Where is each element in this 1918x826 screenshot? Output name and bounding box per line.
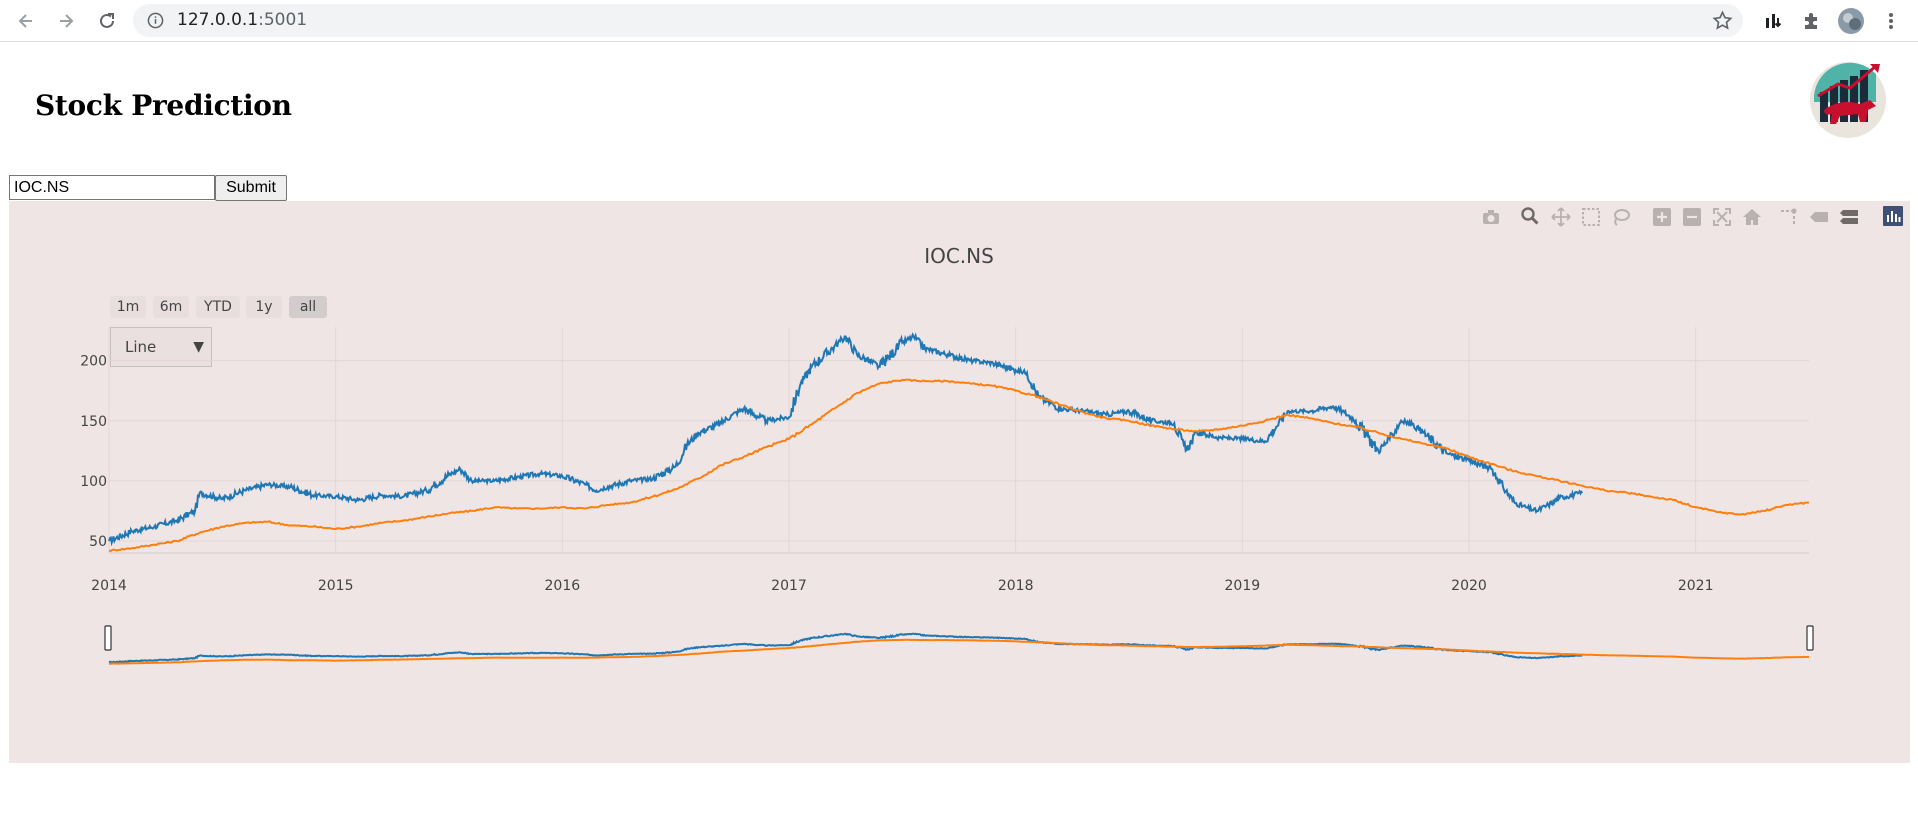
spike-lines-icon[interactable] xyxy=(1779,207,1799,227)
range-button-1y[interactable]: 1y xyxy=(246,296,282,318)
reset-axes-icon[interactable] xyxy=(1742,207,1762,227)
box-select-icon[interactable] xyxy=(1581,207,1601,227)
range-slider-right-handle[interactable] xyxy=(1806,625,1814,651)
x-tick-label: 2014 xyxy=(91,578,127,594)
back-arrow-icon[interactable] xyxy=(13,8,39,34)
pan-icon[interactable] xyxy=(1551,207,1571,227)
x-tick-label: 2020 xyxy=(1451,578,1487,594)
address-bar[interactable]: 127.0.0.1:5001 xyxy=(133,4,1743,37)
forward-arrow-icon[interactable] xyxy=(53,8,79,34)
x-tick-label: 2021 xyxy=(1678,578,1714,594)
range-slider-series-1 xyxy=(108,632,1583,664)
info-icon[interactable] xyxy=(147,12,164,29)
x-tick-label: 2018 xyxy=(998,578,1034,594)
ticker-input[interactable] xyxy=(9,175,215,200)
submit-button[interactable]: Submit xyxy=(215,175,287,201)
zoom-icon[interactable] xyxy=(1520,206,1540,226)
zoom-in-icon[interactable] xyxy=(1652,207,1672,227)
hover-closest-icon[interactable] xyxy=(1809,207,1829,227)
y-tick-label: 150 xyxy=(80,414,107,430)
x-tick-label: 2019 xyxy=(1225,578,1261,594)
lasso-icon[interactable] xyxy=(1611,207,1631,227)
x-tick-label: 2016 xyxy=(545,578,581,594)
range-button-all[interactable]: all xyxy=(289,296,327,318)
x-tick-label: 2017 xyxy=(771,578,807,594)
series-line-1[interactable] xyxy=(108,332,1584,547)
url-text: 127.0.0.1:5001 xyxy=(177,10,308,30)
series-line-2[interactable] xyxy=(108,378,1810,552)
extension-download-icon[interactable] xyxy=(1760,8,1786,34)
plot-container[interactable] xyxy=(9,201,1910,763)
menu-kebab-icon[interactable] xyxy=(1878,8,1904,34)
y-tick-label: 50 xyxy=(89,534,107,550)
browser-toolbar: 127.0.0.1:5001 xyxy=(0,0,1918,42)
dropdown-value: Line xyxy=(125,338,157,356)
chart-title: IOC.NS xyxy=(924,244,994,268)
range-slider-left-handle[interactable] xyxy=(104,625,112,651)
range-button-ytd[interactable]: YTD xyxy=(196,296,240,318)
zoom-out-icon[interactable] xyxy=(1682,207,1702,227)
camera-icon[interactable] xyxy=(1481,207,1501,227)
range-button-6m[interactable]: 6m xyxy=(153,296,189,318)
page-title: Stock Prediction xyxy=(35,89,292,122)
x-tick-label: 2015 xyxy=(318,578,354,594)
plotly-logo-icon[interactable] xyxy=(1883,206,1903,226)
reload-icon[interactable] xyxy=(94,8,120,34)
y-tick-label: 200 xyxy=(80,354,107,370)
autoscale-icon[interactable] xyxy=(1712,207,1732,227)
extensions-puzzle-icon[interactable] xyxy=(1798,8,1824,34)
range-button-1m[interactable]: 1m xyxy=(110,296,146,318)
bookmark-star-icon[interactable] xyxy=(1712,10,1733,31)
bull-market-logo xyxy=(1810,62,1886,138)
dropdown-arrow-icon: ▼ xyxy=(193,339,204,355)
y-tick-label: 100 xyxy=(80,474,107,490)
range-slider-series-2 xyxy=(109,638,1809,665)
profile-avatar[interactable] xyxy=(1838,8,1864,34)
hover-compare-icon[interactable] xyxy=(1839,207,1859,227)
